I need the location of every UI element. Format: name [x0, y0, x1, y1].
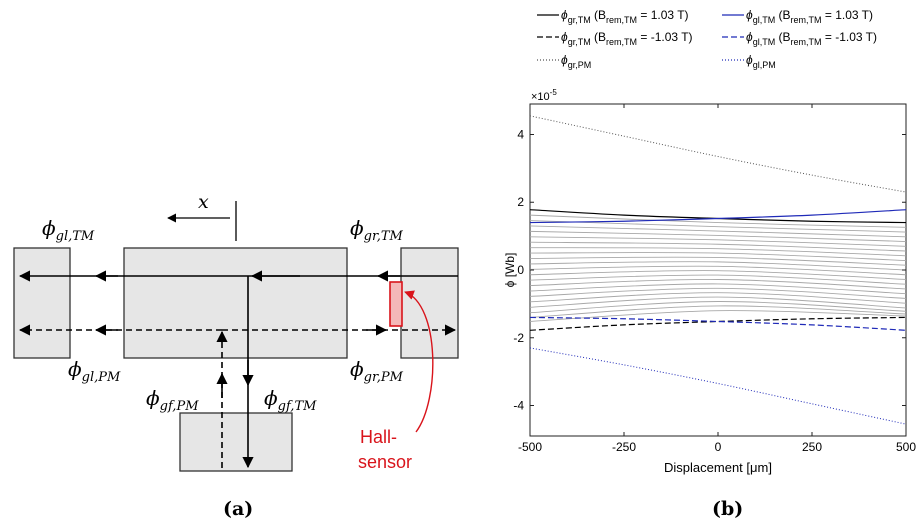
x-tick-label-1: -250	[612, 440, 636, 454]
legend-label-5: ϕgl,PM	[746, 53, 776, 70]
flux-label-gf-tm-sub: gf,TM	[278, 399, 317, 414]
series-line-2	[529, 316, 907, 331]
intermediate-curve-5	[529, 241, 907, 252]
y-tick-label-0: -4	[513, 399, 524, 413]
y-exponent-power: -5	[550, 88, 558, 97]
flux-label-gf-pm-sub: gf,PM	[160, 399, 200, 414]
y-axis-ticks: -4 -2 0 2 4	[513, 127, 906, 413]
flux-label-gl-tm: ϕgl,TM	[42, 216, 95, 244]
series-line-0	[529, 209, 907, 224]
flux-label-gr-tm-sub: gr,TM	[364, 229, 404, 244]
series-lines	[529, 115, 907, 425]
intermediate-curve-3	[529, 230, 907, 242]
intermediate-curve-16	[529, 292, 907, 304]
intermediate-curve-15	[529, 287, 907, 299]
series-line-4	[529, 115, 907, 193]
y-exponent: ×10-5	[531, 88, 557, 103]
y-tick-label-3: 2	[517, 195, 524, 209]
intermediate-curve-8	[529, 256, 907, 266]
x-axis-ticks: -500 -250 0 250 500	[518, 104, 916, 454]
x-tick-label-0: -500	[518, 440, 542, 454]
panel-a-diagram: x Hall- sensor ϕgl,TM ϕgr,TM ϕgl,PM ϕgr,…	[13, 191, 459, 520]
intermediate-curve-11	[529, 270, 907, 280]
series-line-5	[529, 347, 907, 425]
flux-label-gf-pm: ϕgf,PM	[146, 386, 199, 414]
right-stator-block	[400, 247, 459, 359]
x-direction-label: x	[198, 191, 209, 213]
plot-frame	[529, 103, 907, 437]
left-stator-block	[13, 247, 71, 359]
series-line-1	[529, 209, 907, 224]
hall-sensor-label-line1: Hall-	[360, 427, 397, 447]
legend-label-2: ϕgr,TM (Brem,TM = -1.03 T)	[561, 30, 693, 47]
intermediate-curve-14	[529, 283, 907, 295]
intermediate-curves	[529, 214, 907, 322]
panel-b-caption: (b)	[712, 498, 743, 520]
intermediate-curve-7	[529, 252, 907, 261]
intermediate-curve-6	[529, 247, 907, 257]
y-tick-label-4: 4	[517, 127, 524, 141]
y-tick-label-2: 0	[517, 263, 524, 277]
series-line-3	[529, 316, 907, 331]
intermediate-curve-19	[529, 305, 907, 318]
x-tick-label-4: 500	[896, 440, 916, 454]
x-axis-label: Displacement [μm]	[664, 460, 772, 475]
y-tick-label-1: -2	[513, 331, 524, 345]
bottom-stator-block	[179, 412, 293, 472]
legend-label-4: ϕgr,PM	[561, 53, 591, 70]
hall-sensor-label-line2: sensor	[358, 452, 412, 472]
legend: ϕgr,TM (Brem,TM = 1.03 T) ϕgl,TM (Brem,TM…	[537, 8, 877, 70]
intermediate-curve-0	[529, 214, 907, 228]
flux-label-gl-pm-sub: gl,PM	[82, 370, 121, 385]
panel-b-chart: ϕgr,TM (Brem,TM = 1.03 T) ϕgl,TM (Brem,TM…	[503, 8, 916, 520]
y-axis-label: ϕ [Wb]	[503, 253, 517, 288]
intermediate-curve-18	[529, 301, 907, 314]
flux-label-gf-tm: ϕgf,TM	[264, 386, 317, 414]
x-tick-label-3: 250	[802, 440, 822, 454]
flux-label-gl-tm-sub: gl,TM	[56, 229, 95, 244]
legend-label-3: ϕgl,TM (Brem,TM = -1.03 T)	[746, 30, 877, 47]
intermediate-curve-12	[529, 274, 907, 285]
flux-label-gr-tm: ϕgr,TM	[350, 216, 404, 244]
x-tick-label-2: 0	[715, 440, 722, 454]
intermediate-curve-13	[529, 279, 907, 290]
hall-sensor	[389, 281, 403, 327]
intermediate-curve-4	[529, 236, 907, 247]
legend-label-0: ϕgr,TM (Brem,TM = 1.03 T)	[561, 8, 689, 25]
mover-block	[123, 247, 348, 359]
intermediate-curve-17	[529, 296, 907, 309]
intermediate-curve-10	[529, 265, 907, 276]
flux-label-gl-pm: ϕgl,PM	[68, 357, 121, 385]
flux-label-gr-pm: ϕgr,PM	[350, 357, 404, 385]
panel-a-caption: (a)	[223, 498, 253, 520]
hall-sensor-pointer	[404, 290, 434, 433]
intermediate-curve-9	[529, 261, 907, 271]
intermediate-curve-20	[529, 310, 907, 322]
flux-label-gr-pm-sub: gr,PM	[364, 370, 404, 385]
intermediate-curve-2	[529, 225, 907, 238]
legend-label-1: ϕgl,TM (Brem,TM = 1.03 T)	[746, 8, 873, 25]
